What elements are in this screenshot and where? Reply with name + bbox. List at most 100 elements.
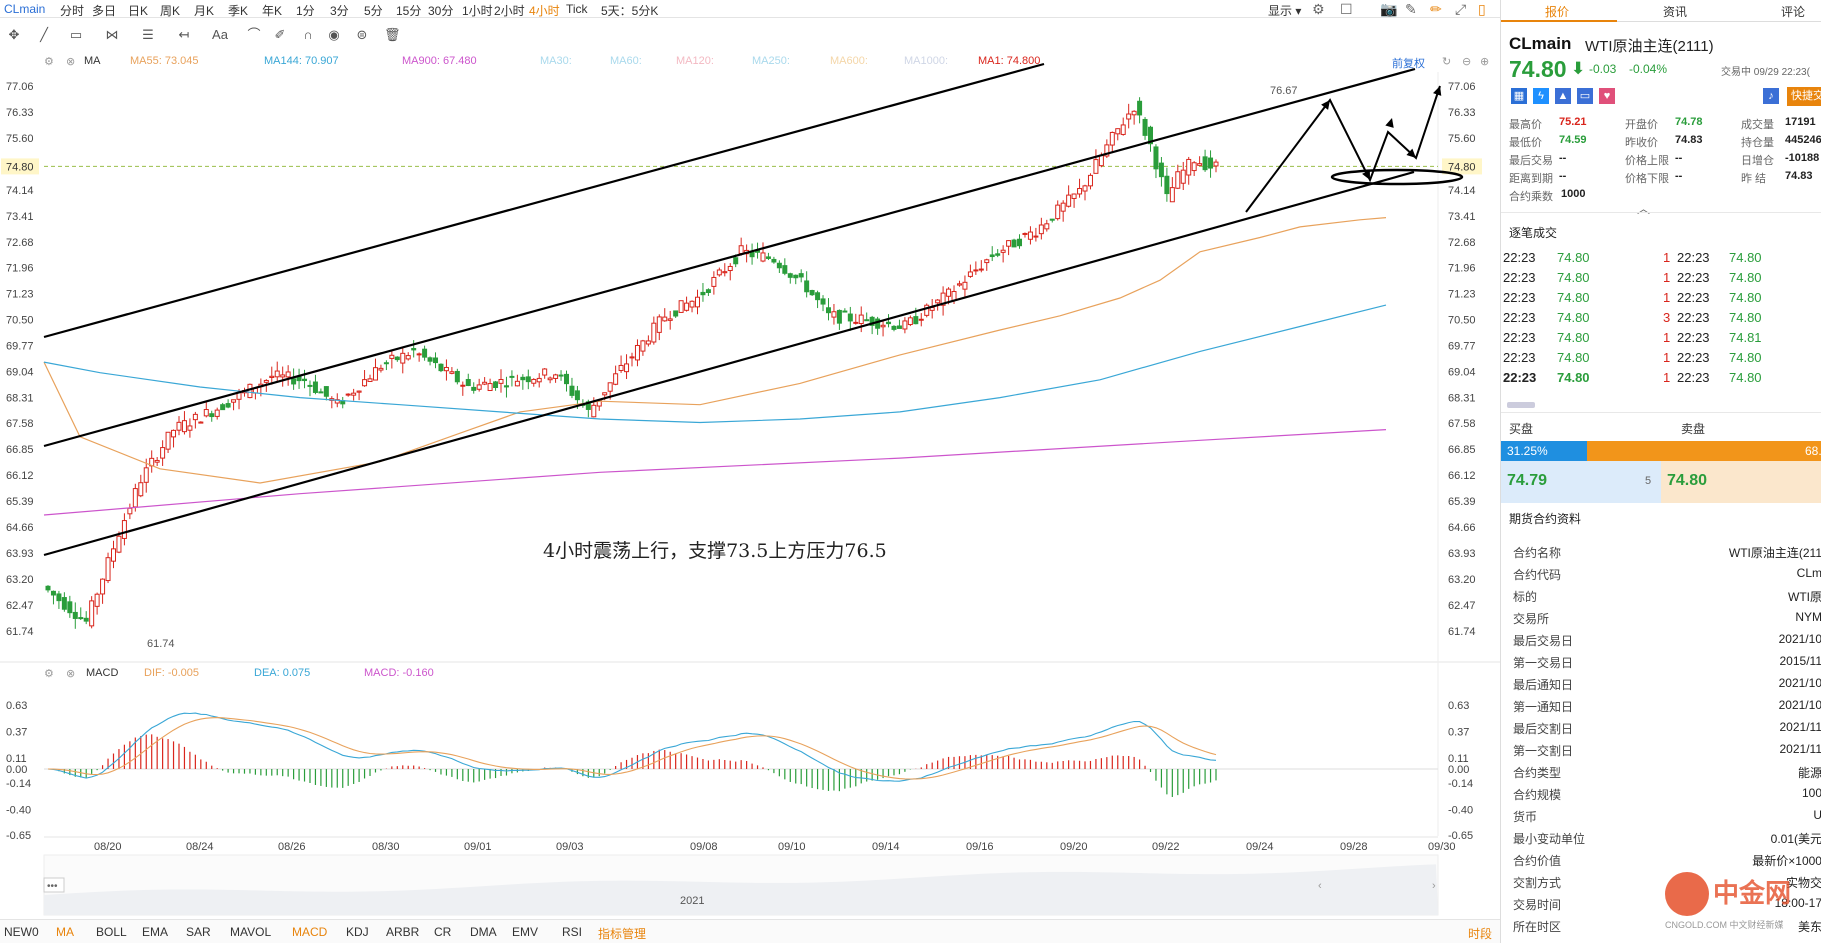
stat-value: 74.78: [1675, 116, 1703, 128]
trend-line[interactable]: [43, 62, 1045, 339]
collapse-icon[interactable]: ︿: [1637, 201, 1651, 216]
trend-line[interactable]: [43, 67, 1416, 448]
macd-settings-icon[interactable]: ⚙: [44, 668, 54, 680]
navigator-handle-left[interactable]: [43, 877, 65, 893]
crosshair-icon[interactable]: ✥: [8, 27, 20, 42]
indicator-tab-0[interactable]: NEW0: [4, 925, 39, 939]
fullscreen-icon[interactable]: ⤢: [1455, 1, 1467, 17]
candlestick-chart[interactable]: 77.0677.0676.3376.3375.6075.6074.8774.87…: [0, 52, 1500, 920]
navigator-scroll-right-icon[interactable]: ›: [1432, 880, 1436, 892]
ask-box[interactable]: 74.80: [1661, 461, 1821, 503]
stat-label: 合约乘数: [1509, 191, 1553, 203]
timeframe-5[interactable]: 季K: [228, 4, 249, 18]
indicator-tab-1[interactable]: MA: [56, 925, 74, 939]
display-menu[interactable]: 显示 ▾: [1268, 4, 1302, 18]
zoom-in-icon[interactable]: ⊕: [1480, 56, 1490, 68]
support-ellipse[interactable]: [1330, 168, 1464, 186]
timeframe-14[interactable]: 4小时: [529, 4, 560, 18]
timeframe-10[interactable]: 15分: [396, 4, 422, 18]
stat-value: 1000: [1561, 188, 1586, 200]
timeframe-9[interactable]: 5分: [364, 4, 383, 18]
timeframe-3[interactable]: 周K: [160, 4, 181, 18]
flag-icon[interactable]: ▦: [1511, 88, 1527, 104]
settings-icon[interactable]: ⚙: [1312, 1, 1325, 17]
tab-quote[interactable]: 报价: [1545, 5, 1570, 19]
indicator-tab-2[interactable]: BOLL: [96, 925, 127, 939]
bell-icon[interactable]: ♪: [1763, 88, 1779, 104]
timeframe-4[interactable]: 月K: [194, 4, 215, 18]
candle-body: [891, 325, 897, 330]
indicator-tab-9[interactable]: CR: [434, 925, 452, 939]
timeframe-7[interactable]: 1分: [296, 4, 315, 18]
indicator-tab-4[interactable]: SAR: [186, 925, 211, 939]
magnet-tool-icon[interactable]: ∩: [303, 27, 313, 42]
timeframe-6[interactable]: 年K: [262, 4, 283, 18]
macd-close-icon[interactable]: ⊗: [66, 668, 76, 680]
shape-tool-icon[interactable]: ▭: [69, 27, 83, 42]
navigator-scroll-left-icon[interactable]: ‹: [1318, 880, 1322, 892]
indicator-tab-13[interactable]: 指标管理: [598, 927, 647, 941]
timeframe-15[interactable]: Tick: [566, 2, 588, 16]
candle-body: [1197, 163, 1203, 166]
zoom-out-icon[interactable]: ⊖: [1462, 56, 1472, 68]
candle-body: [798, 273, 804, 278]
drawn-annotations[interactable]: [43, 62, 1464, 557]
session-toggle[interactable]: 时段: [1468, 927, 1493, 941]
pen-tool-icon[interactable]: ✐: [274, 27, 286, 42]
pen-icon[interactable]: ✏: [1430, 1, 1442, 17]
quick-trade-button[interactable]: 快捷交: [1787, 87, 1821, 106]
edit-icon[interactable]: ✎: [1405, 1, 1417, 17]
heart-icon[interactable]: ♥: [1599, 88, 1615, 104]
indicator-tab-7[interactable]: KDJ: [346, 925, 369, 939]
candle-body: [323, 386, 329, 397]
trend-line[interactable]: [43, 170, 1415, 557]
candle-body: [1109, 131, 1115, 146]
delete-tool-icon[interactable]: 🗑: [384, 27, 401, 42]
indicator-tab-12[interactable]: RSI: [562, 925, 583, 939]
restore-rights-toggle[interactable]: 前复权: [1392, 58, 1425, 70]
legend-close-icon[interactable]: ⊗: [66, 56, 76, 68]
lock-tool-icon[interactable]: ⊜: [356, 27, 368, 42]
pattern-tool-icon[interactable]: ⋈: [105, 27, 119, 42]
timeframe-12[interactable]: 1小时: [462, 4, 493, 18]
date-tick: 08/20: [94, 841, 122, 853]
tab-news[interactable]: 资讯: [1663, 5, 1688, 19]
indicator-tab-6[interactable]: MACD: [292, 925, 328, 939]
timeframe-2[interactable]: 日K: [128, 4, 149, 18]
indicator-tab-10[interactable]: DMA: [470, 925, 497, 939]
bid-box[interactable]: 74.79 5: [1501, 461, 1661, 503]
eye-tool-icon[interactable]: ◉: [328, 27, 340, 42]
refresh-icon[interactable]: ↻: [1442, 56, 1452, 68]
projection-zigzag[interactable]: [1245, 85, 1441, 213]
lightning-icon[interactable]: ϟ: [1533, 88, 1549, 104]
indicator-tab-5[interactable]: MAVOL: [230, 925, 272, 939]
symbol-selector[interactable]: CLmain: [4, 2, 46, 16]
camera-icon[interactable]: 📷: [1380, 1, 1398, 17]
legend-settings-icon[interactable]: ⚙: [44, 56, 54, 68]
candle-body: [209, 413, 215, 418]
candle-body: [285, 371, 291, 378]
line-tool-icon[interactable]: ╱: [40, 27, 48, 42]
layout-icon[interactable]: ▯: [1478, 1, 1486, 17]
timeframe-13[interactable]: 2小时: [494, 4, 525, 18]
tab-comments[interactable]: 评论: [1781, 5, 1806, 19]
fib-tool-icon[interactable]: ☰: [142, 27, 154, 42]
timeframe-8[interactable]: 3分: [330, 4, 349, 18]
indicator-tab-3[interactable]: EMA: [142, 925, 169, 939]
indicator-tab-11[interactable]: EMV: [512, 925, 539, 939]
timeframe-11[interactable]: 30分: [428, 4, 454, 18]
contract-key: 最后通知日: [1513, 678, 1574, 692]
timeframe-16[interactable]: 5天：5分K: [601, 4, 659, 18]
arrow-tool-icon[interactable]: ↤: [178, 27, 190, 42]
contract-key: 第一通知日: [1513, 700, 1574, 714]
stack-icon[interactable]: ▲: [1555, 88, 1571, 104]
card-icon[interactable]: ▭: [1577, 88, 1593, 104]
text-tool-icon[interactable]: Aa: [212, 27, 228, 42]
indicator-tab-8[interactable]: ARBR: [386, 925, 420, 939]
ruler-tool-icon[interactable]: ⌒: [247, 27, 261, 42]
scrollbar-thumb[interactable]: [1507, 402, 1535, 408]
tick-price-2: 74.80: [1729, 310, 1762, 325]
timeframe-1[interactable]: 多日: [92, 4, 117, 18]
timeframe-0[interactable]: 分时: [60, 4, 85, 18]
checkbox-icon[interactable]: ☐: [1340, 1, 1353, 17]
